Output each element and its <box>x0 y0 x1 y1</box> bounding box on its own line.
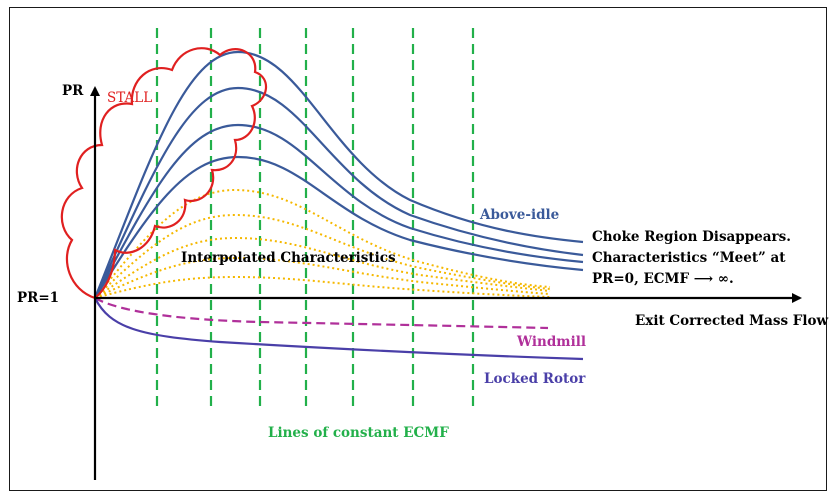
choke-note-line: PR=0, ECMF ⟶ ∞. <box>592 271 734 287</box>
interpolated-curve <box>94 188 551 299</box>
interpolated-curve <box>94 236 551 299</box>
above-idle-curve <box>93 50 584 299</box>
above-idle-curves <box>93 50 584 299</box>
stall-label: STALL <box>107 90 152 106</box>
constant-ecmf-label: Lines of constant ECMF <box>268 425 449 441</box>
choke-note-line: Choke Region Disappears. <box>592 229 791 245</box>
y-axis-label: PR <box>62 83 84 99</box>
windmill-curve <box>94 297 549 330</box>
windmill-label: Windmill <box>516 334 586 350</box>
x-axis-label: Exit Corrected Mass Flow <box>635 313 828 329</box>
diagram-frame <box>9 7 827 491</box>
above-idle-label: Above-idle <box>479 207 559 223</box>
interpolated-curves <box>94 188 551 299</box>
locked-rotor-label: Locked Rotor <box>484 371 586 387</box>
interpolated-label: Interpolated Characteristics <box>181 250 396 266</box>
choke-note: Choke Region Disappears. Characteristics… <box>592 229 791 287</box>
above-idle-curve <box>94 86 584 299</box>
above-idle-curve <box>94 155 584 299</box>
above-idle-curve <box>94 123 584 299</box>
constant-ecmf-lines <box>155 28 475 412</box>
locked-rotor-curve <box>94 297 584 361</box>
origin-label: PR=1 <box>17 290 59 306</box>
stall-cloud <box>60 47 267 300</box>
choke-note-line: Characteristics “Meet” at <box>592 250 786 266</box>
interpolated-curve <box>94 275 551 299</box>
